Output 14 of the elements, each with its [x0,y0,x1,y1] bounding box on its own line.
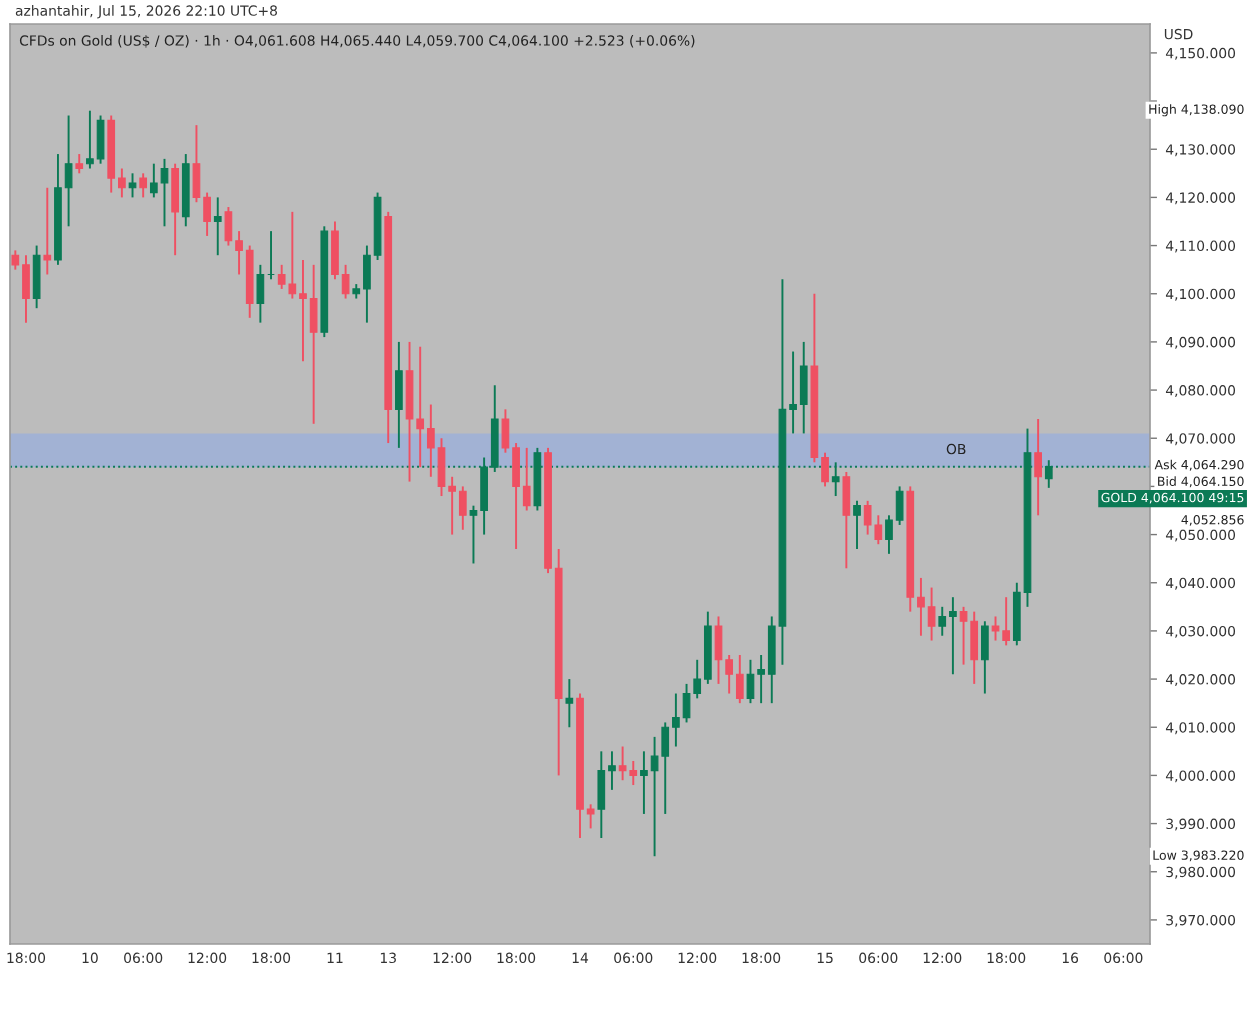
candlestick [256,263,265,324]
candlestick [565,678,574,729]
candlestick [171,162,179,257]
candlestick [842,470,851,570]
candlestick [75,153,84,175]
candlestick [213,196,222,257]
candlestick [32,244,41,310]
candlestick [128,172,137,199]
candlestick [395,340,403,449]
candlestick [853,499,861,550]
candlestick [43,186,52,276]
candlestick [981,620,989,695]
candlestick [139,172,148,199]
candlestick [1034,418,1042,517]
